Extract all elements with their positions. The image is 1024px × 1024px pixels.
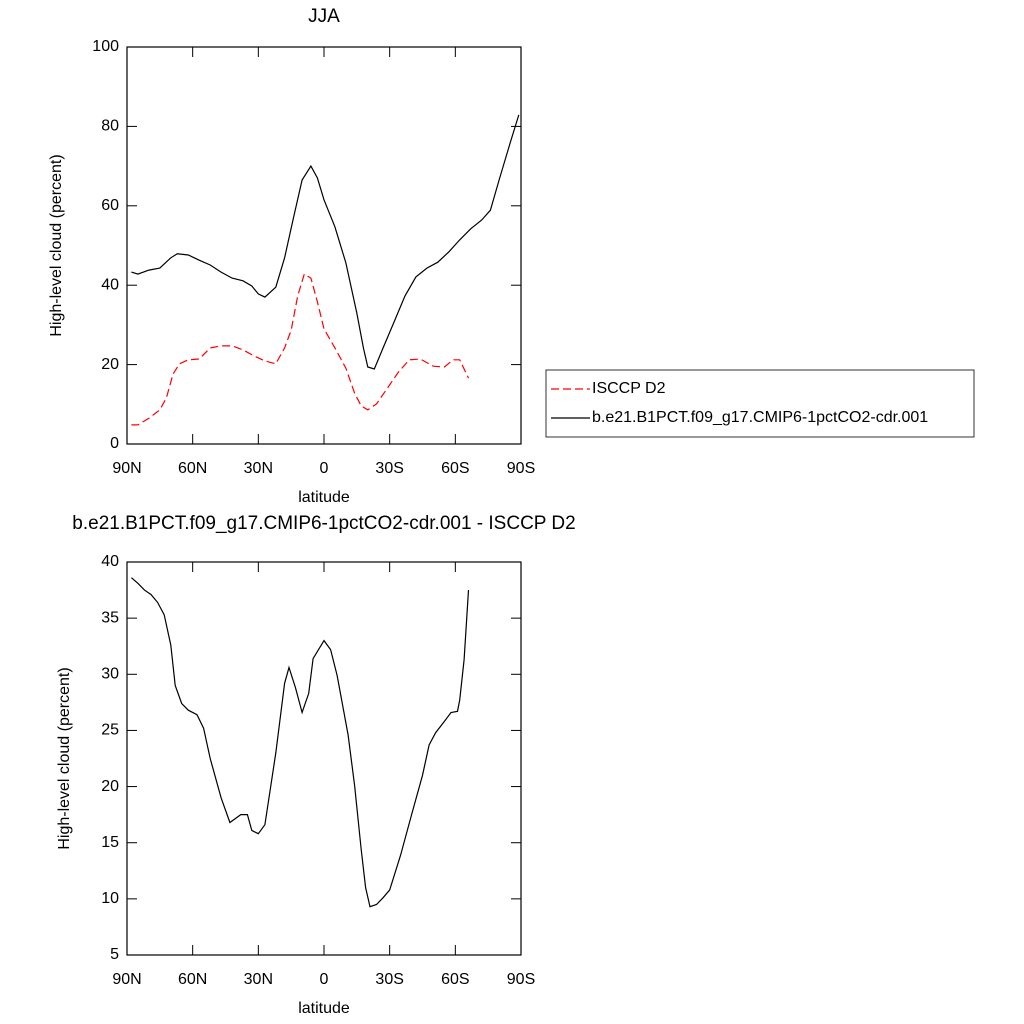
x-tick-label: 30S: [375, 460, 403, 477]
y-tick-label: 60: [101, 197, 119, 214]
y-tick-label: 15: [101, 834, 119, 851]
plot-frame: [126, 46, 522, 445]
legend-label: b.e21.B1PCT.f09_g17.CMIP6-1pctCO2-cdr.00…: [592, 409, 928, 426]
y-tick-label: 80: [101, 118, 119, 135]
y-tick-label: 40: [101, 276, 119, 293]
x-tick-label: 0: [320, 971, 329, 988]
x-tick-label: 90N: [112, 971, 141, 988]
y-tick-label: 5: [110, 946, 119, 963]
chart-title: b.e21.B1PCT.f09_g17.CMIP6-1pctCO2-cdr.00…: [72, 513, 575, 534]
x-tick-label: 60S: [441, 460, 469, 477]
y-tick-label: 20: [101, 778, 119, 795]
x-tick-label: 30N: [244, 460, 273, 477]
x-tick-label: 60N: [178, 971, 207, 988]
x-tick-label: 30S: [375, 971, 403, 988]
y-tick-label: 35: [101, 609, 119, 626]
x-tick-label: 90N: [112, 460, 141, 477]
y-tick-label: 0: [110, 435, 119, 452]
y-tick-label: 40: [101, 553, 119, 570]
x-tick-label: 0: [320, 460, 329, 477]
x-axis-label: latitude: [298, 489, 350, 506]
plot-frame: [126, 561, 522, 956]
chart-title: JJA: [308, 6, 340, 27]
x-axis-label: latitude: [298, 1000, 350, 1017]
x-tick-label: 60S: [441, 971, 469, 988]
data-line: [131, 577, 470, 908]
y-axis-label: High-level cloud (percent): [48, 154, 65, 336]
x-tick-label: 30N: [244, 971, 273, 988]
x-tick-label: 90S: [507, 460, 535, 477]
data-line: [131, 273, 470, 426]
y-axis-label: High-level cloud (percent): [56, 667, 73, 849]
legend-box: [545, 369, 975, 438]
legend-label: ISCCP D2: [592, 380, 666, 397]
y-tick-label: 10: [101, 890, 119, 907]
y-tick-label: 100: [92, 38, 119, 55]
x-tick-label: 90S: [507, 971, 535, 988]
y-tick-label: 20: [101, 356, 119, 373]
x-tick-label: 60N: [178, 460, 207, 477]
data-line: [131, 114, 520, 370]
y-tick-label: 25: [101, 722, 119, 739]
y-tick-label: 30: [101, 666, 119, 683]
